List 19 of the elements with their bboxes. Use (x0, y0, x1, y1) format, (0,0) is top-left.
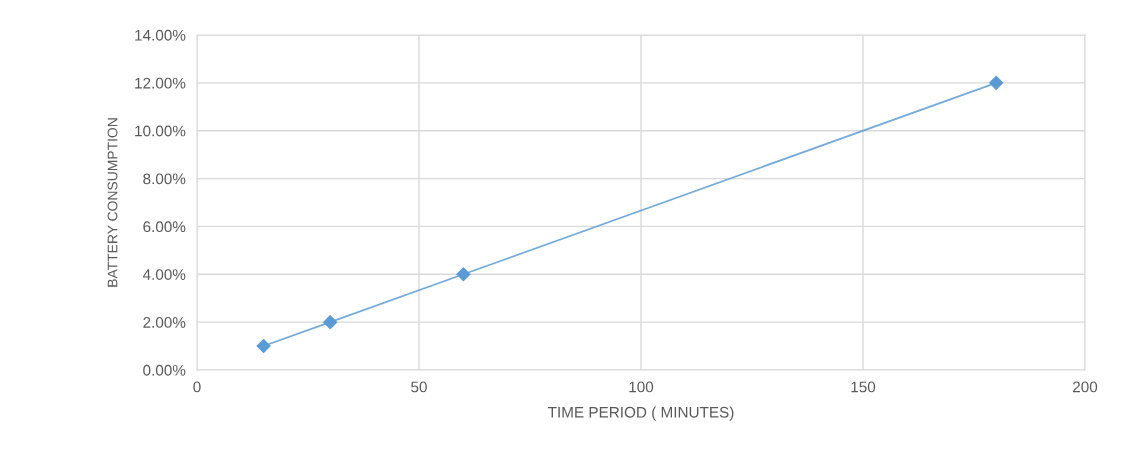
y-tick-label: 4.00% (142, 269, 186, 280)
x-tick-label: 50 (411, 381, 427, 393)
x-axis-title: TIME PERIOD ( MINUTES) (547, 406, 734, 421)
point (256, 338, 271, 354)
y-tick-label: 0.00% (143, 364, 186, 376)
y-tick-label: 8.00% (143, 173, 186, 185)
y-tick-label: 2.00% (143, 317, 186, 328)
y-tick-label: 10.00% (135, 125, 186, 137)
x-tick-label: 100 (629, 381, 654, 393)
x-tick-label: 200 (1073, 381, 1098, 393)
x-tick-label: 150 (851, 381, 876, 393)
point (322, 314, 338, 330)
y-axis-title: BATTERY CONSUMPTION (107, 118, 118, 287)
point (988, 75, 1004, 91)
y-tick-label: 12.00% (135, 77, 186, 89)
x-tick-label: 0 (193, 381, 201, 393)
point (456, 267, 471, 282)
y-tick-label: 6.00% (143, 221, 186, 233)
y-tick-label: 14.00% (135, 29, 186, 41)
